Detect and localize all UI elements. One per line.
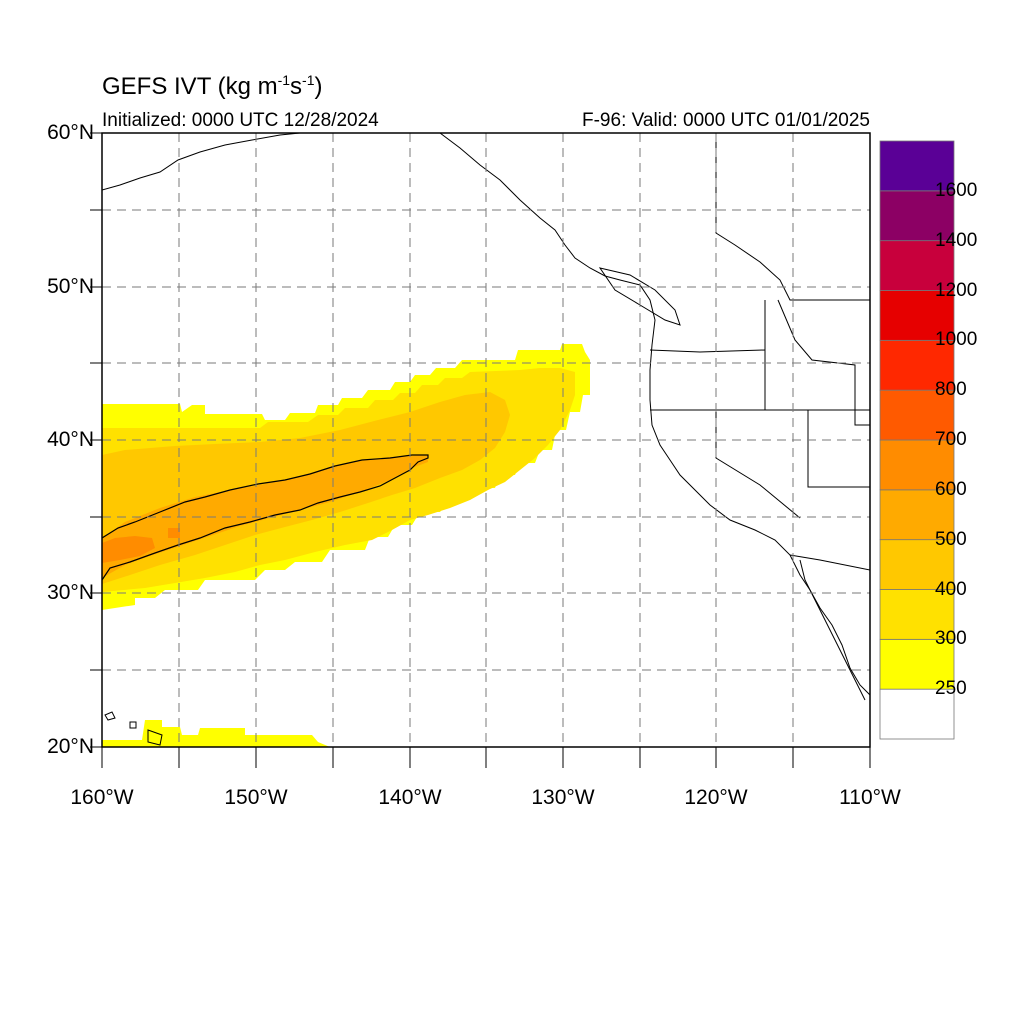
- idaho-montana-border: [777, 299, 870, 426]
- contour-500: [102, 454, 429, 581]
- lon-ticks: [101, 747, 871, 768]
- lon-label-140w: 140°W: [378, 786, 442, 809]
- colorbar-box: [879, 389, 955, 441]
- colorbar-box: [879, 190, 955, 242]
- hawaii-big-island: [147, 729, 163, 746]
- colorbar-tick-label: 400: [935, 578, 967, 600]
- colorbar-box: [879, 589, 955, 640]
- colorbar-tick-label: 700: [935, 429, 967, 450]
- colorbar-tick-label: 500: [935, 528, 967, 550]
- title-exponent-2: -1: [302, 72, 315, 88]
- colorbar: [879, 140, 955, 740]
- hawaii-islands: [104, 711, 137, 729]
- colorbar-tick-label: 300: [935, 628, 967, 650]
- lat-label-60n: 60°N: [47, 121, 94, 144]
- lat-label-20n: 20°N: [47, 735, 94, 758]
- title-mid: s: [290, 73, 303, 100]
- valid-time: F-96: Valid: 0000 UTC 01/01/2025: [582, 110, 870, 131]
- colorbar-tick-label: 250: [935, 678, 967, 700]
- lon-label-120w: 120°W: [684, 786, 748, 809]
- colorbar-box: [879, 140, 955, 192]
- ivt-shading-500: [102, 455, 428, 578]
- nevada-utah-border: [807, 410, 870, 488]
- gridlines: [102, 133, 870, 747]
- colorbar-box: [879, 339, 955, 391]
- canada-us-border: [715, 133, 870, 301]
- political-borders: [649, 133, 870, 571]
- title-end: ): [314, 73, 323, 100]
- colorbar-box: [879, 290, 955, 341]
- ivt-shading-600-cell: [168, 528, 180, 538]
- lat-label-50n: 50°N: [47, 275, 94, 298]
- lon-label-110w: 110°W: [839, 786, 901, 809]
- lat-label-30n: 30°N: [47, 581, 94, 604]
- colorbar-tick-label: 1000: [935, 329, 978, 351]
- colorbar-box: [879, 240, 955, 291]
- ivt-shading-south-250: [102, 720, 330, 747]
- colorbar-tick-label: 1600: [935, 179, 978, 201]
- california-nevada-border: [715, 410, 801, 519]
- title-main: GEFS IVT (kg m: [102, 73, 278, 100]
- title-exponent-1: -1: [277, 72, 291, 88]
- colorbar-tick-label: 600: [935, 478, 967, 500]
- colorbar-box: [879, 688, 955, 740]
- lon-label-160w: 160°W: [70, 786, 134, 809]
- colorbar-tick-label: 1200: [935, 279, 978, 301]
- colorbar-tick-label: 1400: [935, 229, 978, 251]
- lon-label-130w: 130°W: [531, 786, 595, 809]
- alaska-coast: [102, 133, 301, 191]
- colorbar-box: [879, 539, 955, 590]
- washington-oregon-border: [649, 349, 766, 353]
- ivt-field: [102, 344, 590, 747]
- colorbar-box: [879, 439, 955, 491]
- us-mexico-border: [789, 554, 870, 571]
- lat-label-40n: 40°N: [47, 428, 94, 451]
- initialized-time: Initialized: 0000 UTC 12/28/2024: [102, 110, 379, 131]
- lat-ticks: [90, 132, 102, 748]
- lon-label-150w: 150°W: [224, 786, 288, 809]
- baja-coast: [799, 559, 866, 701]
- chart-title: GEFS IVT (kg m-1s-1): [102, 72, 323, 101]
- colorbar-tick-label: 800: [935, 379, 967, 401]
- vancouver-island: [598, 267, 681, 326]
- ivt-shading-600: [102, 536, 155, 563]
